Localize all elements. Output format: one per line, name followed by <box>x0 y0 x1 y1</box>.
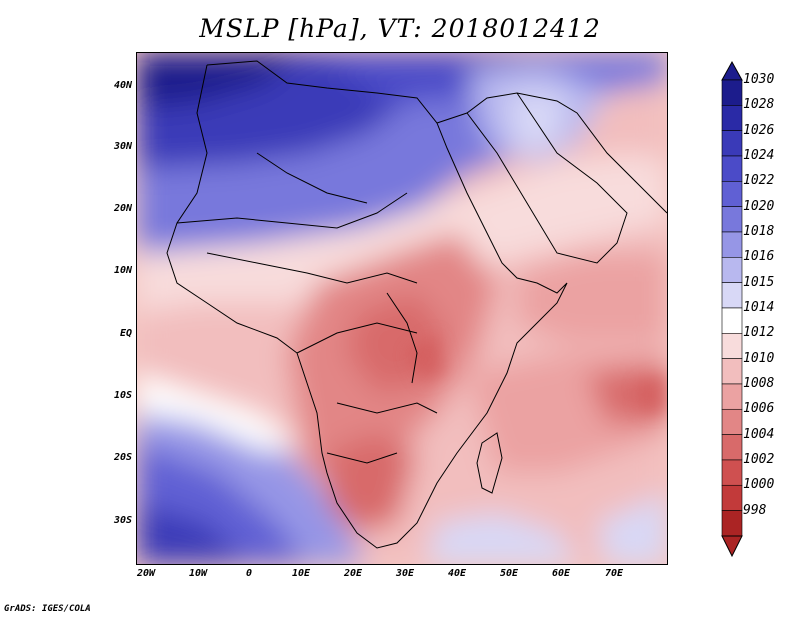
colorbar-label: 1018 <box>743 223 775 239</box>
colorbar <box>721 60 743 558</box>
colorbar-swatch <box>721 155 743 182</box>
mslp-map <box>136 52 668 565</box>
lat-tick: 30S <box>113 515 132 526</box>
colorbar-swatch <box>721 130 743 157</box>
colorbar-label: 1016 <box>743 249 775 265</box>
lon-tick: 60E <box>551 568 571 579</box>
lat-tick: 30N <box>113 141 132 152</box>
lon-tick: 0 <box>245 568 253 579</box>
colorbar-label: 1008 <box>743 375 775 391</box>
lat-tick: 10N <box>113 265 132 276</box>
colorbar-swatch <box>721 459 743 486</box>
triangle-up-icon <box>721 60 743 81</box>
lat-tick: 20S <box>113 452 132 463</box>
colorbar-label: 1015 <box>743 274 775 290</box>
colorbar-label: 1022 <box>743 173 775 189</box>
colorbar-swatch <box>721 257 743 283</box>
colorbar-label: 1028 <box>743 97 775 113</box>
colorbar-label: 1012 <box>743 325 775 341</box>
colorbar-label: 1024 <box>743 147 775 163</box>
coastlines <box>166 60 667 549</box>
colorbar-swatch <box>721 231 743 258</box>
colorbar-swatch <box>721 105 743 131</box>
plot-title: MSLP [hPa], VT: 2018012412 <box>199 14 601 43</box>
colorbar-swatch <box>721 206 743 233</box>
colorbar-swatch <box>721 282 743 309</box>
colorbar-swatch <box>721 484 743 511</box>
colorbar-label: 1000 <box>743 477 775 493</box>
lon-tick: 10W <box>188 568 208 579</box>
lon-tick: 70E <box>604 568 624 579</box>
colorbar-label: 1020 <box>743 198 775 214</box>
colorbar-label: 1026 <box>743 122 775 138</box>
lon-tick: 30E <box>395 568 415 579</box>
colorbar-swatch <box>721 79 743 106</box>
lon-tick: 40E <box>447 568 467 579</box>
colorbar-label: 1004 <box>743 426 775 442</box>
lon-tick: 20E <box>343 568 363 579</box>
colorbar-label: 1030 <box>743 72 775 87</box>
colorbar-swatch <box>721 383 743 410</box>
lat-tick: EQ <box>119 328 132 339</box>
colorbar-swatch <box>721 434 743 461</box>
colorbar-swatch <box>721 408 743 435</box>
colorbar-label: 1014 <box>743 299 775 315</box>
colorbar-swatch <box>721 358 743 385</box>
colorbar-label: 1010 <box>743 350 775 366</box>
colorbar-label: 1006 <box>743 401 775 417</box>
lon-tick: 50E <box>499 568 519 579</box>
lon-tick: 10E <box>291 568 311 579</box>
colorbar-swatch <box>721 332 743 359</box>
colorbar-label: 998 <box>743 502 767 518</box>
colorbar-swatch <box>721 510 743 537</box>
triangle-down-icon <box>721 535 743 558</box>
lat-tick: 20N <box>113 203 132 214</box>
colorbar-swatch <box>721 181 743 207</box>
mslp-field <box>137 53 667 564</box>
lat-tick: 40N <box>113 80 132 91</box>
lat-tick: 10S <box>113 390 132 401</box>
lon-tick: 20W <box>136 568 156 579</box>
credit-text: GrADS: IGES/COLA <box>4 604 91 614</box>
colorbar-swatch <box>721 307 743 334</box>
colorbar-label: 1002 <box>743 451 775 467</box>
